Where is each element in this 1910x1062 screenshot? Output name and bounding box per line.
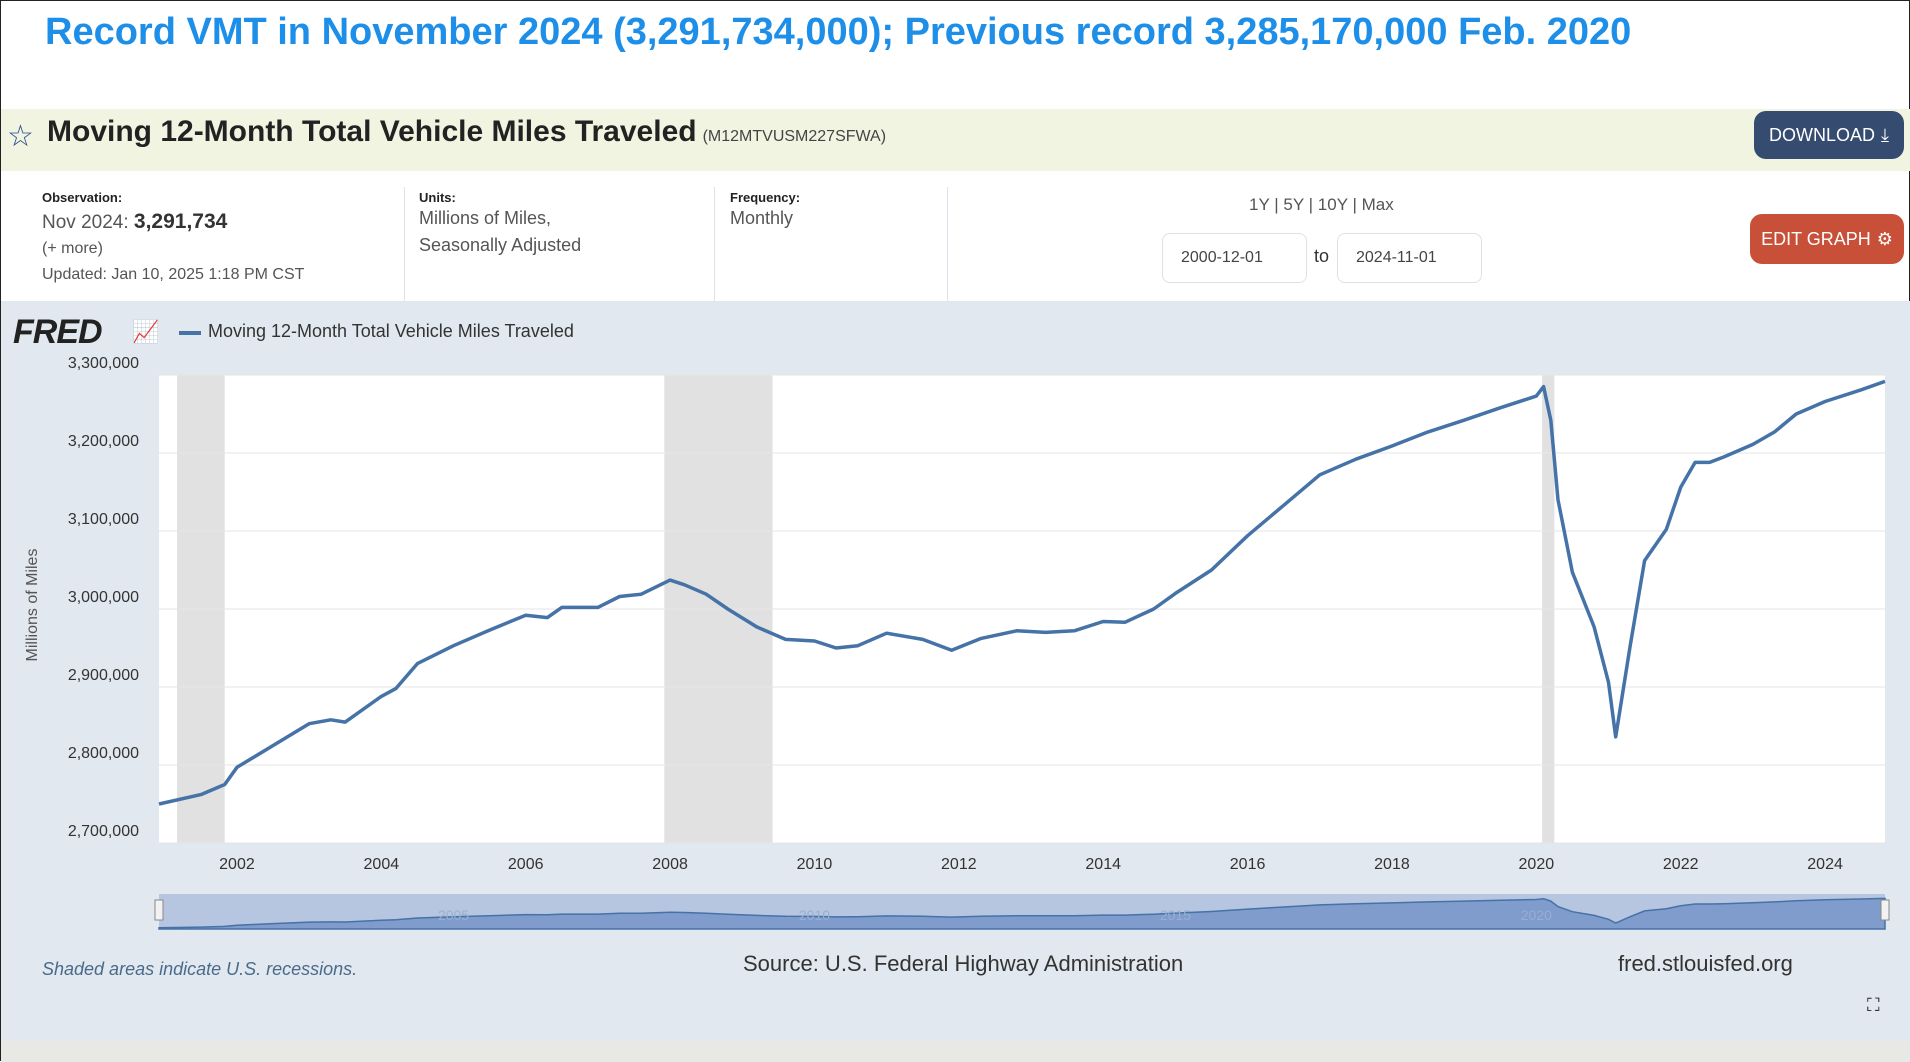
y-tick-label: 3,000,000 bbox=[67, 589, 139, 606]
more-link[interactable]: (+ more) bbox=[42, 240, 103, 257]
navigator-label: 2015 bbox=[1160, 907, 1191, 923]
range-1y[interactable]: 1Y bbox=[1249, 195, 1270, 214]
edit-graph-label: EDIT GRAPH bbox=[1761, 228, 1871, 249]
series-header bbox=[1, 109, 1910, 171]
range-5y[interactable]: 5Y bbox=[1283, 195, 1304, 214]
divider bbox=[404, 187, 405, 302]
range-max[interactable]: Max bbox=[1361, 195, 1394, 214]
navigator-label: 2005 bbox=[438, 907, 469, 923]
bottom-bar bbox=[1, 1041, 1910, 1062]
x-tick-label: 2024 bbox=[1807, 856, 1843, 873]
site-link[interactable]: fred.stlouisfed.org bbox=[1618, 951, 1793, 976]
series-title-text: Moving 12-Month Total Vehicle Miles Trav… bbox=[47, 115, 697, 148]
divider bbox=[714, 187, 715, 302]
download-icon: ⤓ bbox=[1881, 124, 1889, 145]
navigator-label: 2020 bbox=[1521, 907, 1552, 923]
fred-chart-icon: 📈 bbox=[132, 319, 160, 344]
series-line bbox=[158, 379, 1886, 806]
navigator-series bbox=[158, 897, 1886, 930]
x-tick-label: 2008 bbox=[652, 856, 688, 873]
updated-text: Updated: Jan 10, 2025 1:18 PM CST bbox=[42, 266, 305, 283]
x-tick-label: 2012 bbox=[941, 856, 977, 873]
x-tick-label: 2018 bbox=[1374, 856, 1410, 873]
y-tick-label: 2,900,000 bbox=[67, 667, 139, 684]
download-button[interactable]: DOWNLOAD ⤓ bbox=[1754, 111, 1904, 159]
units-line-1: Millions of Miles, bbox=[419, 208, 552, 228]
series-id: (M12MTVUSM227SFWA) bbox=[702, 128, 887, 145]
headline: Record VMT in November 2024 (3,291,734,0… bbox=[45, 11, 1632, 53]
x-tick-label: 2020 bbox=[1518, 856, 1555, 873]
navigator-handle-left bbox=[154, 899, 164, 921]
units-line-2: Seasonally Adjusted bbox=[419, 235, 582, 255]
x-tick-label: 2014 bbox=[1085, 856, 1121, 873]
frequency-label: Frequency: bbox=[730, 190, 801, 205]
star-icon[interactable]: ☆ bbox=[7, 120, 34, 153]
range-sep: | bbox=[1352, 195, 1357, 214]
x-tick-label: 2004 bbox=[363, 856, 400, 873]
y-tick-label: 2,800,000 bbox=[67, 745, 139, 762]
frequency-value: Monthly bbox=[730, 208, 794, 228]
y-tick-label: 3,200,000 bbox=[67, 433, 139, 450]
edit-graph-button[interactable]: EDIT GRAPH ⚙ bbox=[1750, 214, 1904, 264]
x-tick-label: 2006 bbox=[507, 856, 544, 873]
download-label: DOWNLOAD bbox=[1769, 124, 1876, 145]
y-axis-label: Millions of Miles bbox=[24, 548, 41, 662]
legend-label: Moving 12-Month Total Vehicle Miles Trav… bbox=[208, 321, 574, 341]
y-tick-label: 2,700,000 bbox=[67, 823, 139, 840]
range-selector: 1Y | 5Y | 10Y | Max bbox=[1249, 195, 1394, 215]
observation-label: Observation: bbox=[42, 190, 123, 205]
y-tick-label: 3,100,000 bbox=[67, 511, 139, 528]
legend-swatch bbox=[179, 331, 201, 335]
end-date-input[interactable]: 2024-11-01 bbox=[1337, 233, 1482, 283]
range-sep: | bbox=[1274, 195, 1279, 214]
x-tick-label: 2002 bbox=[219, 856, 255, 873]
fred-logo: FRED bbox=[13, 313, 103, 351]
y-tick-label: 3,300,000 bbox=[67, 355, 139, 372]
observation: Nov 2024: 3,291,734 bbox=[42, 208, 227, 236]
x-tick-label: 2016 bbox=[1229, 856, 1266, 873]
x-tick-label: 2010 bbox=[796, 856, 833, 873]
range-10y[interactable]: 10Y bbox=[1317, 195, 1348, 214]
units-label: Units: bbox=[419, 190, 456, 205]
start-date-input[interactable]: 2000-12-01 bbox=[1162, 233, 1307, 283]
gear-icon: ⚙ bbox=[1876, 228, 1893, 249]
navigator-handle-right bbox=[1880, 899, 1890, 921]
to-label: to bbox=[1314, 246, 1330, 266]
fullscreen-icon[interactable]: ⛶ bbox=[1867, 995, 1880, 1015]
x-tick-label: 2022 bbox=[1662, 856, 1699, 873]
recession-note: Shaded areas indicate U.S. recessions. bbox=[42, 959, 358, 979]
observation-value: 3,291,734 bbox=[133, 210, 228, 233]
range-sep: | bbox=[1308, 195, 1314, 214]
navigator-label: 2010 bbox=[799, 907, 830, 923]
divider bbox=[947, 187, 948, 302]
series-title: Moving 12-Month Total Vehicle Miles Trav… bbox=[47, 115, 886, 149]
source-text: Source: U.S. Federal Highway Administrat… bbox=[743, 951, 1184, 976]
observation-date: Nov 2024: bbox=[42, 212, 129, 233]
